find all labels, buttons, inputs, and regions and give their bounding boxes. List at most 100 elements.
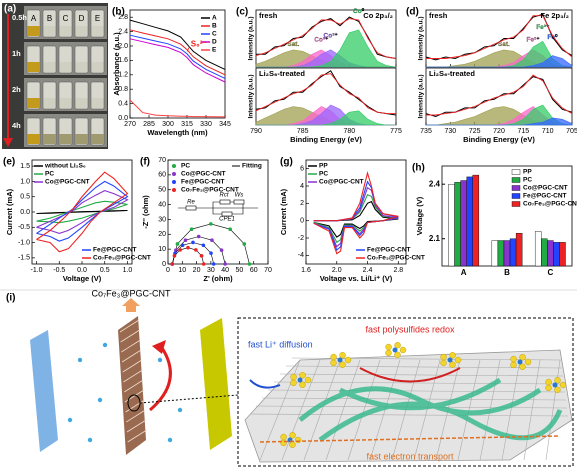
vial-liquid: [59, 134, 72, 144]
spectrum-line: [129, 34, 226, 79]
legend-label: Co₇Fe₃@PGC-CNT: [93, 255, 151, 262]
sulfur-atom: [524, 358, 532, 366]
legend-swatch: [172, 180, 176, 184]
x-tick-label: 0: [166, 267, 170, 274]
circuit-element: [233, 199, 245, 205]
column-label: C: [63, 14, 69, 23]
y-tick-label: -0.5: [18, 224, 30, 231]
y-axis-label: Current (mA): [5, 188, 14, 235]
x-tick-label: 70: [264, 267, 272, 274]
row-label: 2h: [12, 85, 21, 94]
impedance-point: [201, 243, 206, 248]
vial-liquid: [91, 26, 104, 36]
impedance-point: [194, 248, 198, 252]
bar: [466, 176, 473, 267]
legend-swatch: [511, 201, 521, 207]
column-label: D: [79, 14, 85, 23]
y-axis-label: Intensity (a.u.): [418, 74, 425, 118]
sulfur-atom: [280, 433, 287, 441]
sheet-mesh: [347, 359, 381, 461]
y-axis-label: Intensity (a.u.): [248, 74, 255, 118]
sulfur-atom: [545, 384, 552, 392]
lithium-atom: [517, 359, 523, 365]
time-arrow-head: [3, 138, 13, 147]
y-tick-label: -2: [298, 235, 304, 242]
x-tick-label: 30: [207, 267, 215, 274]
row-label: 0.5h: [12, 13, 27, 22]
bar: [497, 240, 505, 267]
li-ion: [102, 342, 108, 348]
column-label: A: [31, 14, 37, 23]
impedance-point: [211, 262, 216, 266]
sulfur-atom: [519, 354, 526, 361]
separator-hatch: [120, 329, 140, 343]
sheet-mesh: [369, 359, 401, 461]
bar: [472, 174, 480, 267]
x-axis-label: Voltage vs. Li/Li⁺ (V): [320, 274, 393, 283]
impedance-point: [210, 238, 214, 243]
sheet-mesh: [267, 389, 566, 393]
separator-hatch: [125, 399, 145, 413]
li-ion: [177, 407, 183, 413]
impedance-point: [196, 234, 201, 239]
sulfur-atom: [399, 346, 407, 354]
bar: [559, 242, 566, 267]
li-ion: [157, 357, 163, 363]
sulfur-atom: [330, 353, 337, 361]
y-axis-label: Intensity (a.u.): [418, 16, 425, 60]
impedance-point: [242, 242, 247, 246]
bar: [541, 238, 548, 267]
bar: [547, 240, 554, 267]
sulfur-atom: [299, 381, 306, 388]
legend-label: Fe@PGC-CNT: [93, 247, 137, 254]
fit-component: [426, 117, 573, 126]
y-tick-label: 0.0: [20, 209, 30, 216]
column-label: E: [95, 14, 100, 23]
sulfur-atom: [519, 363, 526, 370]
x-tick-label: 60: [250, 267, 258, 274]
x-tick-label: 10: [178, 267, 186, 274]
sulfur-atom: [344, 356, 352, 364]
separator-hatch: [126, 409, 146, 423]
sheet-mesh: [523, 359, 541, 461]
circuit-label: Ws: [235, 193, 244, 199]
impedance-point: [189, 227, 194, 232]
panel-letter: (h): [412, 163, 425, 174]
bar: [460, 180, 467, 267]
sulfur-atom: [394, 342, 401, 349]
sulfur-atom: [554, 377, 561, 384]
up-arrow: [122, 298, 140, 312]
y-tick-label: 60: [158, 172, 166, 179]
legend-swatch: [172, 188, 176, 192]
separator-hatch: [123, 379, 144, 393]
impedance-point: [180, 243, 185, 248]
separator-hatch: [121, 349, 142, 363]
bar: [515, 233, 523, 267]
sulfur-atom: [510, 355, 517, 363]
bar: [454, 182, 461, 267]
y-tick-label: 2.8: [118, 14, 128, 21]
y-axis-label: Absorbance (a.u.): [112, 32, 121, 96]
x-tick-label: -0.5: [53, 267, 65, 274]
condition-label: fresh: [259, 11, 278, 20]
plot-frame: [305, 159, 407, 265]
fit-envelope: [426, 74, 573, 116]
y-tick-label: 4: [300, 183, 304, 190]
y-tick-label: 0: [300, 218, 304, 225]
impedance-point: [228, 227, 232, 232]
panel-letter: (b): [112, 7, 125, 18]
cv-loop: [313, 170, 399, 255]
shuttle-arrow: [149, 344, 172, 412]
sulfur-atom: [290, 379, 297, 387]
panel-letter: (f): [140, 157, 150, 168]
column-label: B: [47, 14, 52, 23]
vial-liquid: [59, 62, 72, 72]
vial-liquid: [91, 98, 104, 108]
anode-slab: [30, 330, 58, 452]
separator-label: Co₇Fe₃@PGC-CNT: [92, 288, 171, 298]
sulfur-atom: [510, 361, 517, 369]
legend-label: A: [212, 15, 217, 22]
impedance-point: [191, 240, 195, 245]
y-tick-label: 2.0: [118, 43, 128, 50]
panel-letter: (d): [406, 7, 419, 18]
